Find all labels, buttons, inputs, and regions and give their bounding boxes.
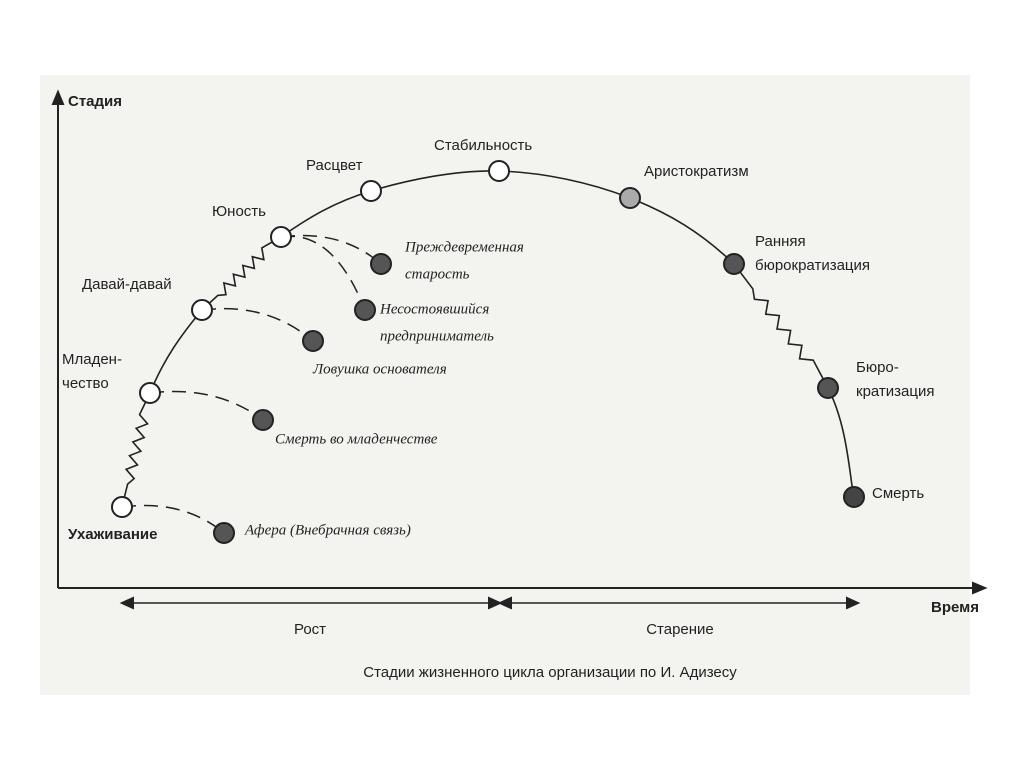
period-label: Рост [294, 621, 326, 638]
stage-label: кратизация [856, 383, 934, 400]
stage-label: Ухаживание [68, 526, 158, 543]
lifecycle-curve [121, 170, 855, 508]
stage-node [270, 226, 292, 248]
trap-node [213, 522, 235, 544]
arrow [119, 596, 134, 610]
stage-label: Давай-давай [82, 276, 172, 293]
caption: Стадии жизненного цикла организации по И… [363, 664, 737, 681]
period-label: Старение [646, 621, 714, 638]
stage-label: Бюро- [856, 359, 899, 376]
stage-node [139, 382, 161, 404]
stage-node [843, 486, 865, 508]
arrow [51, 89, 65, 105]
stage-label: Юность [212, 203, 266, 220]
stage-label: Смерть [872, 485, 924, 502]
stage-node [619, 187, 641, 209]
trap-node [252, 409, 274, 431]
x-axis-label: Время [931, 599, 979, 616]
stage-node [488, 160, 510, 182]
stage-label: чество [62, 375, 109, 392]
axes [51, 89, 988, 610]
arrow [972, 581, 988, 595]
trap-label: Смерть во младенчестве [275, 431, 438, 447]
trap-node [302, 330, 324, 352]
stage-node [191, 299, 213, 321]
trap-label: Ловушка основателя [312, 361, 447, 377]
stage-node [111, 496, 133, 518]
stage-label: Ранняя [755, 233, 806, 250]
y-axis-label: Стадия [68, 93, 122, 110]
trap-label: старость [405, 266, 470, 282]
trap-path [280, 235, 366, 311]
stage-label: Расцвет [306, 157, 363, 174]
trap-path [121, 504, 225, 534]
stage-node [817, 377, 839, 399]
trap-label: Несостоявшийся [379, 301, 489, 317]
trap-label: Афера (Внебрачная связь) [244, 522, 411, 538]
stage-node [360, 180, 382, 202]
stage-label: Младен- [62, 351, 122, 368]
stage-label: Аристократизм [644, 163, 749, 180]
trap-label: Преждевременная [404, 239, 524, 255]
stage-node [723, 253, 745, 275]
trap-node [370, 253, 392, 275]
arrow [497, 596, 512, 610]
trap-node [354, 299, 376, 321]
arrow [488, 596, 503, 610]
arrow [846, 596, 861, 610]
trap-label: предприниматель [380, 328, 494, 344]
stage-label: Стабильность [434, 137, 532, 154]
stage-label: бюрократизация [755, 257, 870, 274]
